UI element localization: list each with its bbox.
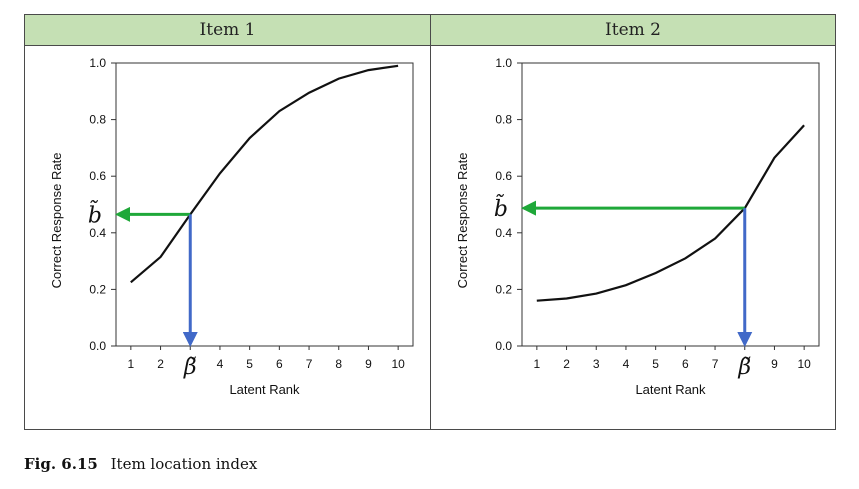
x-tick-label: 9 xyxy=(771,357,778,371)
y-tick-label: 0.2 xyxy=(495,282,512,296)
plot-frame xyxy=(115,62,414,347)
chart-item-1: 0.0 0.2 0.4 0.6 0.8 1.0 1 2 4 5 6 7 8 9 10 Latent Rank C… xyxy=(25,46,430,429)
x-tick-label: 10 xyxy=(797,357,811,371)
y-tick-label: 1.0 xyxy=(495,56,512,70)
figure-frame: Item 1 0.0 0.2 0.4 0.6 0.8 1.0 1 2 4 5 6 7 8 9 10 Laten… xyxy=(24,14,836,430)
x-tick-label: 6 xyxy=(276,357,283,371)
plot-frame xyxy=(521,62,820,347)
b-tilde-label: b̃ xyxy=(88,199,102,229)
y-tick-label: 1.0 xyxy=(89,56,106,70)
x-tick-label: 4 xyxy=(623,357,630,371)
icrf-curve xyxy=(130,64,399,284)
x-tick-label: 1 xyxy=(128,357,135,371)
chart-svg-item-2: 0.0 0.2 0.4 0.6 0.8 1.0 1 2 3 4 5 6 7 9 10 Latent Rank C… xyxy=(455,56,820,397)
x-tick-label: 8 xyxy=(335,357,342,371)
x-tick-label: 7 xyxy=(306,357,313,371)
figure-caption: Fig. 6.15 Item location index xyxy=(24,455,257,473)
b-tilde-label: b̃ xyxy=(494,192,508,222)
y-tick-label: 0.8 xyxy=(495,113,512,127)
x-tick-label: 3 xyxy=(593,357,600,371)
panel-title-item-1: Item 1 xyxy=(25,15,430,46)
panel-item-2: Item 2 0.0 0.2 0.4 0.6 0.8 1.0 1 2 3 4 5 6 7 9 10 Laten… xyxy=(430,15,835,429)
x-axis-label: Latent Rank xyxy=(229,382,300,397)
x-tick-label: 4 xyxy=(217,357,224,371)
x-tick-label: 7 xyxy=(712,357,719,371)
x-tick-label: 2 xyxy=(157,357,164,371)
y-tick-label: 0.6 xyxy=(89,169,106,183)
x-tick-label: 10 xyxy=(391,357,405,371)
panel-title-item-2: Item 2 xyxy=(431,15,835,46)
x-tick-label: 5 xyxy=(246,357,253,371)
x-tick-label: 1 xyxy=(534,357,541,371)
y-axis-label: Correct Response Rate xyxy=(49,153,64,289)
x-tick-label: 9 xyxy=(365,357,372,371)
panel-item-1: Item 1 0.0 0.2 0.4 0.6 0.8 1.0 1 2 4 5 6 7 8 9 10 Laten… xyxy=(25,15,430,429)
y-tick-label: 0.4 xyxy=(89,226,106,240)
x-tick-label: 6 xyxy=(682,357,689,371)
y-tick-label: 0.4 xyxy=(495,226,512,240)
y-axis-label: Correct Response Rate xyxy=(455,153,470,289)
y-tick-label: 0.0 xyxy=(89,339,106,353)
x-tick-label: 5 xyxy=(652,357,659,371)
chart-item-2: 0.0 0.2 0.4 0.6 0.8 1.0 1 2 3 4 5 6 7 9 10 Latent Rank C… xyxy=(431,46,835,429)
beta-tilde-label: β̃ xyxy=(183,355,197,380)
beta-tilde-label: β̃ xyxy=(737,355,751,380)
y-tick-label: 0.0 xyxy=(495,339,512,353)
y-tick-label: 0.6 xyxy=(495,169,512,183)
x-axis-label: Latent Rank xyxy=(635,382,706,397)
caption-text: Item location index xyxy=(110,455,258,473)
y-tick-label: 0.8 xyxy=(89,113,106,127)
icrf-curve xyxy=(536,124,805,302)
x-tick-label: 2 xyxy=(563,357,570,371)
y-tick-label: 0.2 xyxy=(89,282,106,296)
caption-number: Fig. 6.15 xyxy=(24,455,98,473)
chart-svg-item-1: 0.0 0.2 0.4 0.6 0.8 1.0 1 2 4 5 6 7 8 9 10 Latent Rank C… xyxy=(49,56,414,397)
